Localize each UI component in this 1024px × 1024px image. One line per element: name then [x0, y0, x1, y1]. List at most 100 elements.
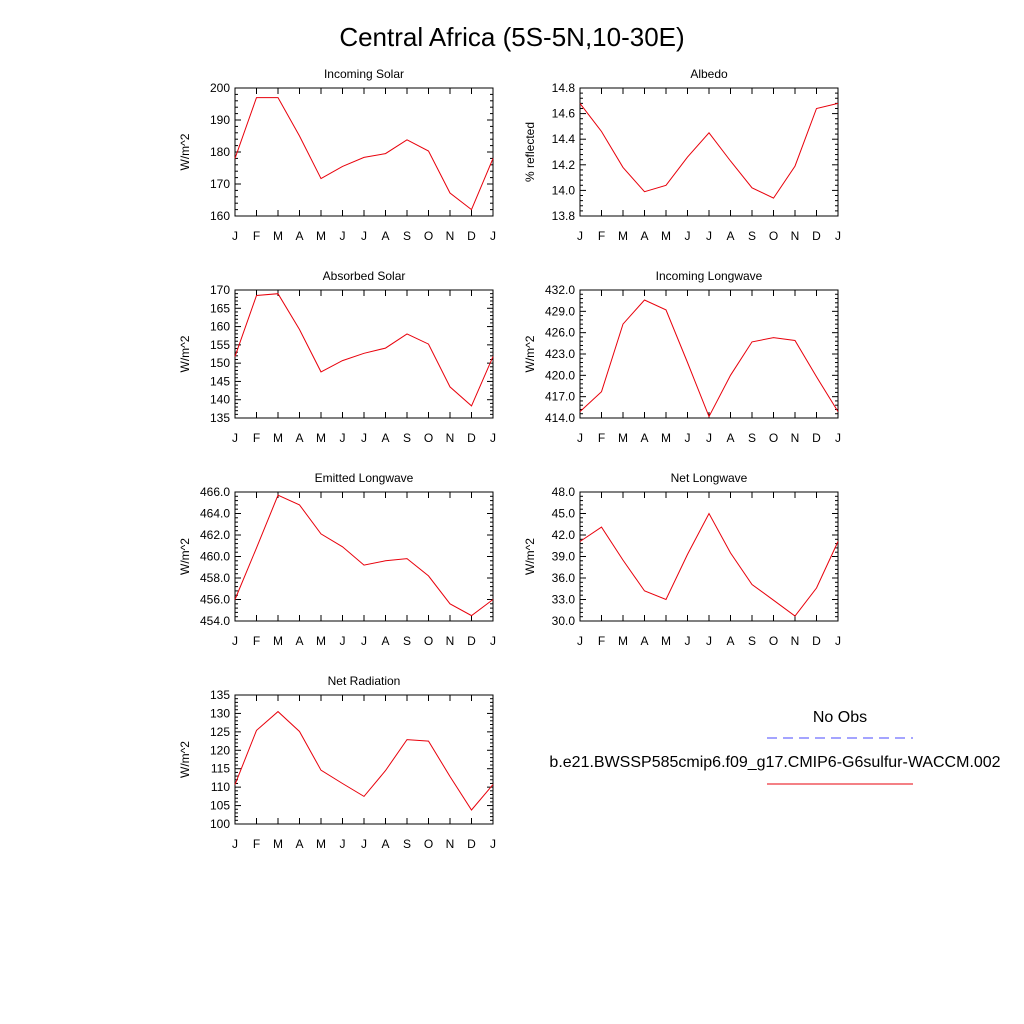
y-tick-label: 115: [211, 762, 230, 776]
y-tick-label: 432.0: [545, 283, 575, 297]
x-tick-label: M: [618, 229, 628, 243]
x-tick-label: J: [490, 229, 496, 243]
y-tick-label: 33.0: [552, 593, 576, 607]
y-tick-label: 454.0: [200, 614, 230, 628]
y-axis-label: W/m^2: [178, 538, 192, 575]
series-line-model: [579, 299, 839, 418]
y-tick-label: 14.2: [552, 158, 576, 172]
series-line-model: [579, 102, 839, 199]
x-tick-label: J: [232, 634, 238, 648]
y-tick-label: 426.0: [545, 326, 575, 340]
x-tick-label: J: [685, 431, 691, 445]
x-tick-label: J: [361, 634, 367, 648]
x-tick-label: M: [273, 431, 283, 445]
x-tick-label: M: [273, 837, 283, 851]
panel-absorbed-solar: Absorbed Solar 135 140 145 150 155 160 165 170 J F…: [178, 269, 496, 445]
series-line-model: [234, 293, 494, 407]
panel-title: Incoming Longwave: [656, 269, 763, 283]
x-tick-label: A: [726, 229, 734, 243]
y-tick-label: 165: [210, 301, 230, 315]
x-tick-label: F: [253, 431, 260, 445]
x-tick-label: A: [640, 229, 648, 243]
y-tick-label: 423.0: [545, 347, 575, 361]
y-tick-label: 456.0: [200, 593, 230, 607]
x-tick-label: J: [232, 837, 238, 851]
x-tick-label: N: [791, 634, 800, 648]
y-tick-label: 39.0: [552, 550, 576, 564]
x-tick-label: J: [706, 229, 712, 243]
x-tick-label: J: [706, 431, 712, 445]
y-tick-label: 100: [210, 817, 230, 831]
x-tick-label: O: [424, 634, 433, 648]
plot-frame: [234, 694, 494, 825]
x-tick-label: J: [361, 431, 367, 445]
x-tick-label: J: [232, 229, 238, 243]
x-tick-label: S: [748, 431, 756, 445]
y-tick-label: 414.0: [545, 411, 575, 425]
x-tick-label: J: [577, 431, 583, 445]
panel-net-longwave: Net Longwave 30.0 33.0 36.0 39.0 42.0 45.0 48.0…: [523, 471, 841, 648]
y-tick-label: 42.0: [552, 528, 576, 542]
x-tick-label: J: [577, 634, 583, 648]
x-tick-label: J: [340, 634, 346, 648]
y-tick-label: 460.0: [200, 550, 230, 564]
y-tick-label: 120: [210, 743, 230, 757]
x-tick-label: J: [361, 837, 367, 851]
x-tick-label: A: [726, 634, 734, 648]
x-tick-label: J: [835, 229, 841, 243]
y-tick-label: 130: [210, 706, 230, 720]
x-tick-label: A: [381, 837, 389, 851]
y-tick-label: 13.8: [552, 209, 576, 223]
x-tick-label: J: [340, 837, 346, 851]
y-axis-label: W/m^2: [523, 335, 537, 372]
x-tick-label: A: [295, 229, 303, 243]
y-tick-label: 160: [210, 320, 230, 334]
y-tick-label: 429.0: [545, 304, 575, 318]
series-line-model: [234, 494, 494, 617]
x-tick-label: S: [403, 837, 411, 851]
y-tick-label: 170: [210, 283, 230, 297]
y-tick-label: 466.0: [200, 485, 230, 499]
y-tick-label: 110: [211, 780, 230, 794]
x-tick-label: O: [769, 431, 778, 445]
x-tick-label: J: [232, 431, 238, 445]
panel-title: Incoming Solar: [324, 67, 404, 81]
y-tick-label: 36.0: [552, 571, 576, 585]
y-tick-label: 105: [210, 799, 230, 813]
y-tick-label: 462.0: [200, 528, 230, 542]
y-tick-label: 155: [210, 338, 230, 352]
x-tick-label: M: [316, 431, 326, 445]
x-tick-label: M: [273, 634, 283, 648]
panel-title: Absorbed Solar: [323, 269, 406, 283]
x-tick-label: F: [598, 431, 605, 445]
y-tick-label: 14.4: [552, 132, 576, 146]
x-tick-label: N: [446, 229, 455, 243]
x-tick-label: S: [403, 229, 411, 243]
y-tick-label: 417.0: [545, 390, 575, 404]
series-line-model: [234, 710, 494, 811]
x-tick-label: J: [490, 837, 496, 851]
x-tick-label: D: [812, 229, 821, 243]
x-tick-label: A: [381, 229, 389, 243]
x-tick-label: D: [467, 837, 476, 851]
y-tick-label: 125: [210, 725, 230, 739]
legend-obs-label: No Obs: [813, 709, 867, 726]
x-tick-label: O: [424, 837, 433, 851]
y-axis-label: % reflected: [523, 122, 537, 182]
x-tick-label: F: [598, 229, 605, 243]
x-tick-label: N: [446, 431, 455, 445]
x-tick-label: D: [467, 229, 476, 243]
x-tick-label: N: [446, 634, 455, 648]
x-tick-label: M: [618, 634, 628, 648]
y-tick-label: 464.0: [200, 507, 230, 521]
x-tick-label: S: [748, 229, 756, 243]
x-tick-label: S: [403, 431, 411, 445]
y-axis-label: W/m^2: [523, 538, 537, 575]
x-tick-label: A: [381, 431, 389, 445]
x-tick-label: N: [791, 229, 800, 243]
x-tick-label: A: [295, 431, 303, 445]
x-tick-label: N: [791, 431, 800, 445]
